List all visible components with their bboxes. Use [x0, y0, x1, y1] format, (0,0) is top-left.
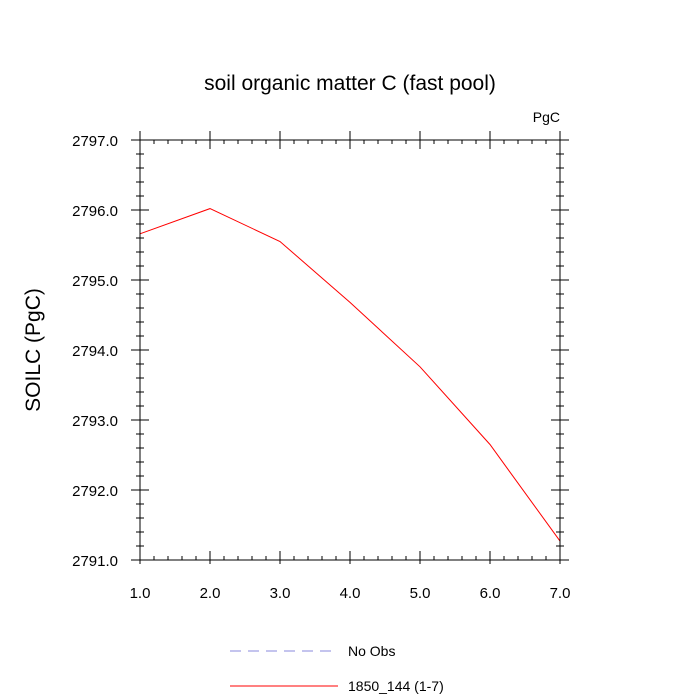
y-tick-label: 2792.0: [72, 483, 118, 500]
y-tick-label: 2791.0: [72, 553, 118, 570]
y-tick-label: 2794.0: [72, 343, 118, 360]
x-tick-label: 3.0: [270, 585, 291, 602]
y-tick-label: 2797.0: [72, 133, 118, 150]
ticks-layer: 1.0 2.0 3.0 4.0 5.0 6.0 7.0 2797.0 2796.0 2795.0 2…: [72, 131, 570, 602]
y-axis-label: SOILC (PgC): [22, 288, 45, 412]
plot-frame: [139, 139, 561, 561]
chart-title: soil organic matter C (fast pool): [204, 72, 496, 95]
x-tick-label: 6.0: [480, 585, 501, 602]
x-tick-label: 4.0: [340, 585, 361, 602]
y-tick-label: 2796.0: [72, 203, 118, 220]
legend: No Obs 1850_144 (1-7): [230, 643, 444, 694]
y-tick-label: 2793.0: [72, 413, 118, 430]
x-tick-label: 5.0: [410, 585, 431, 602]
x-tick-label: 7.0: [550, 585, 571, 602]
legend-label: 1850_144 (1-7): [348, 678, 444, 694]
legend-label: No Obs: [348, 643, 395, 659]
x-tick-label: 1.0: [130, 585, 151, 602]
x-tick-label: 2.0: [200, 585, 221, 602]
y-tick-label: 2795.0: [72, 273, 118, 290]
series-line: [139, 208, 561, 542]
units-label: PgC: [533, 109, 560, 125]
series-layer: [139, 208, 561, 542]
